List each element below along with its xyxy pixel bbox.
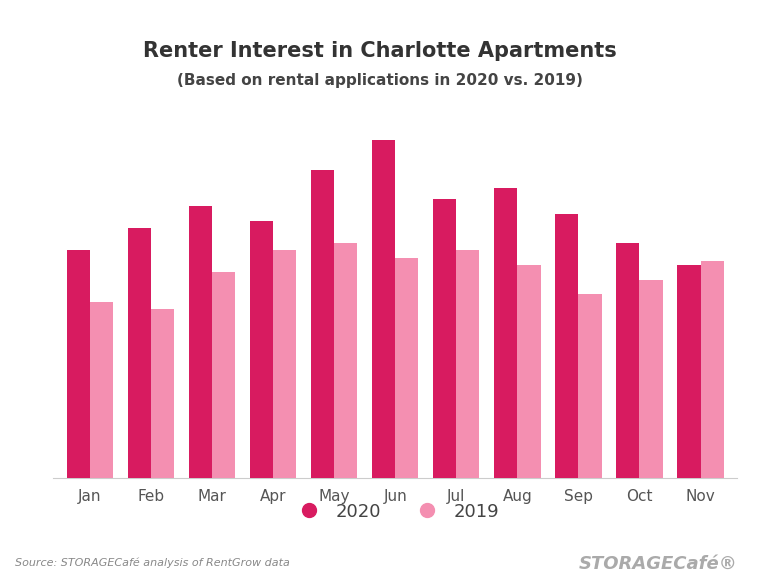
Text: (Based on rental applications in 2020 vs. 2019): (Based on rental applications in 2020 vs… (177, 73, 583, 88)
Bar (578, 294, 602, 478)
Bar (188, 206, 212, 478)
Bar (494, 188, 518, 478)
Text: Source: STORAGECafé analysis of RentGrow data: Source: STORAGECafé analysis of RentGrow… (15, 558, 290, 568)
Bar (556, 213, 578, 478)
Bar (67, 250, 90, 478)
Bar (311, 170, 334, 478)
Legend: 2020, 2019: 2020, 2019 (283, 496, 507, 528)
Text: STORAGECafé®: STORAGECafé® (578, 554, 737, 573)
Bar (456, 250, 480, 478)
Bar (433, 199, 456, 478)
Bar (273, 250, 296, 478)
Bar (616, 243, 639, 478)
Bar (250, 221, 273, 478)
Bar (212, 272, 235, 478)
Bar (128, 229, 151, 478)
Bar (334, 243, 357, 478)
Text: Renter Interest in Charlotte Apartments: Renter Interest in Charlotte Apartments (143, 41, 617, 61)
Bar (518, 265, 540, 478)
Bar (677, 265, 701, 478)
Bar (701, 261, 724, 478)
Bar (639, 280, 663, 478)
Bar (151, 309, 174, 478)
Bar (395, 258, 419, 478)
Bar (372, 140, 395, 478)
Bar (90, 302, 113, 478)
